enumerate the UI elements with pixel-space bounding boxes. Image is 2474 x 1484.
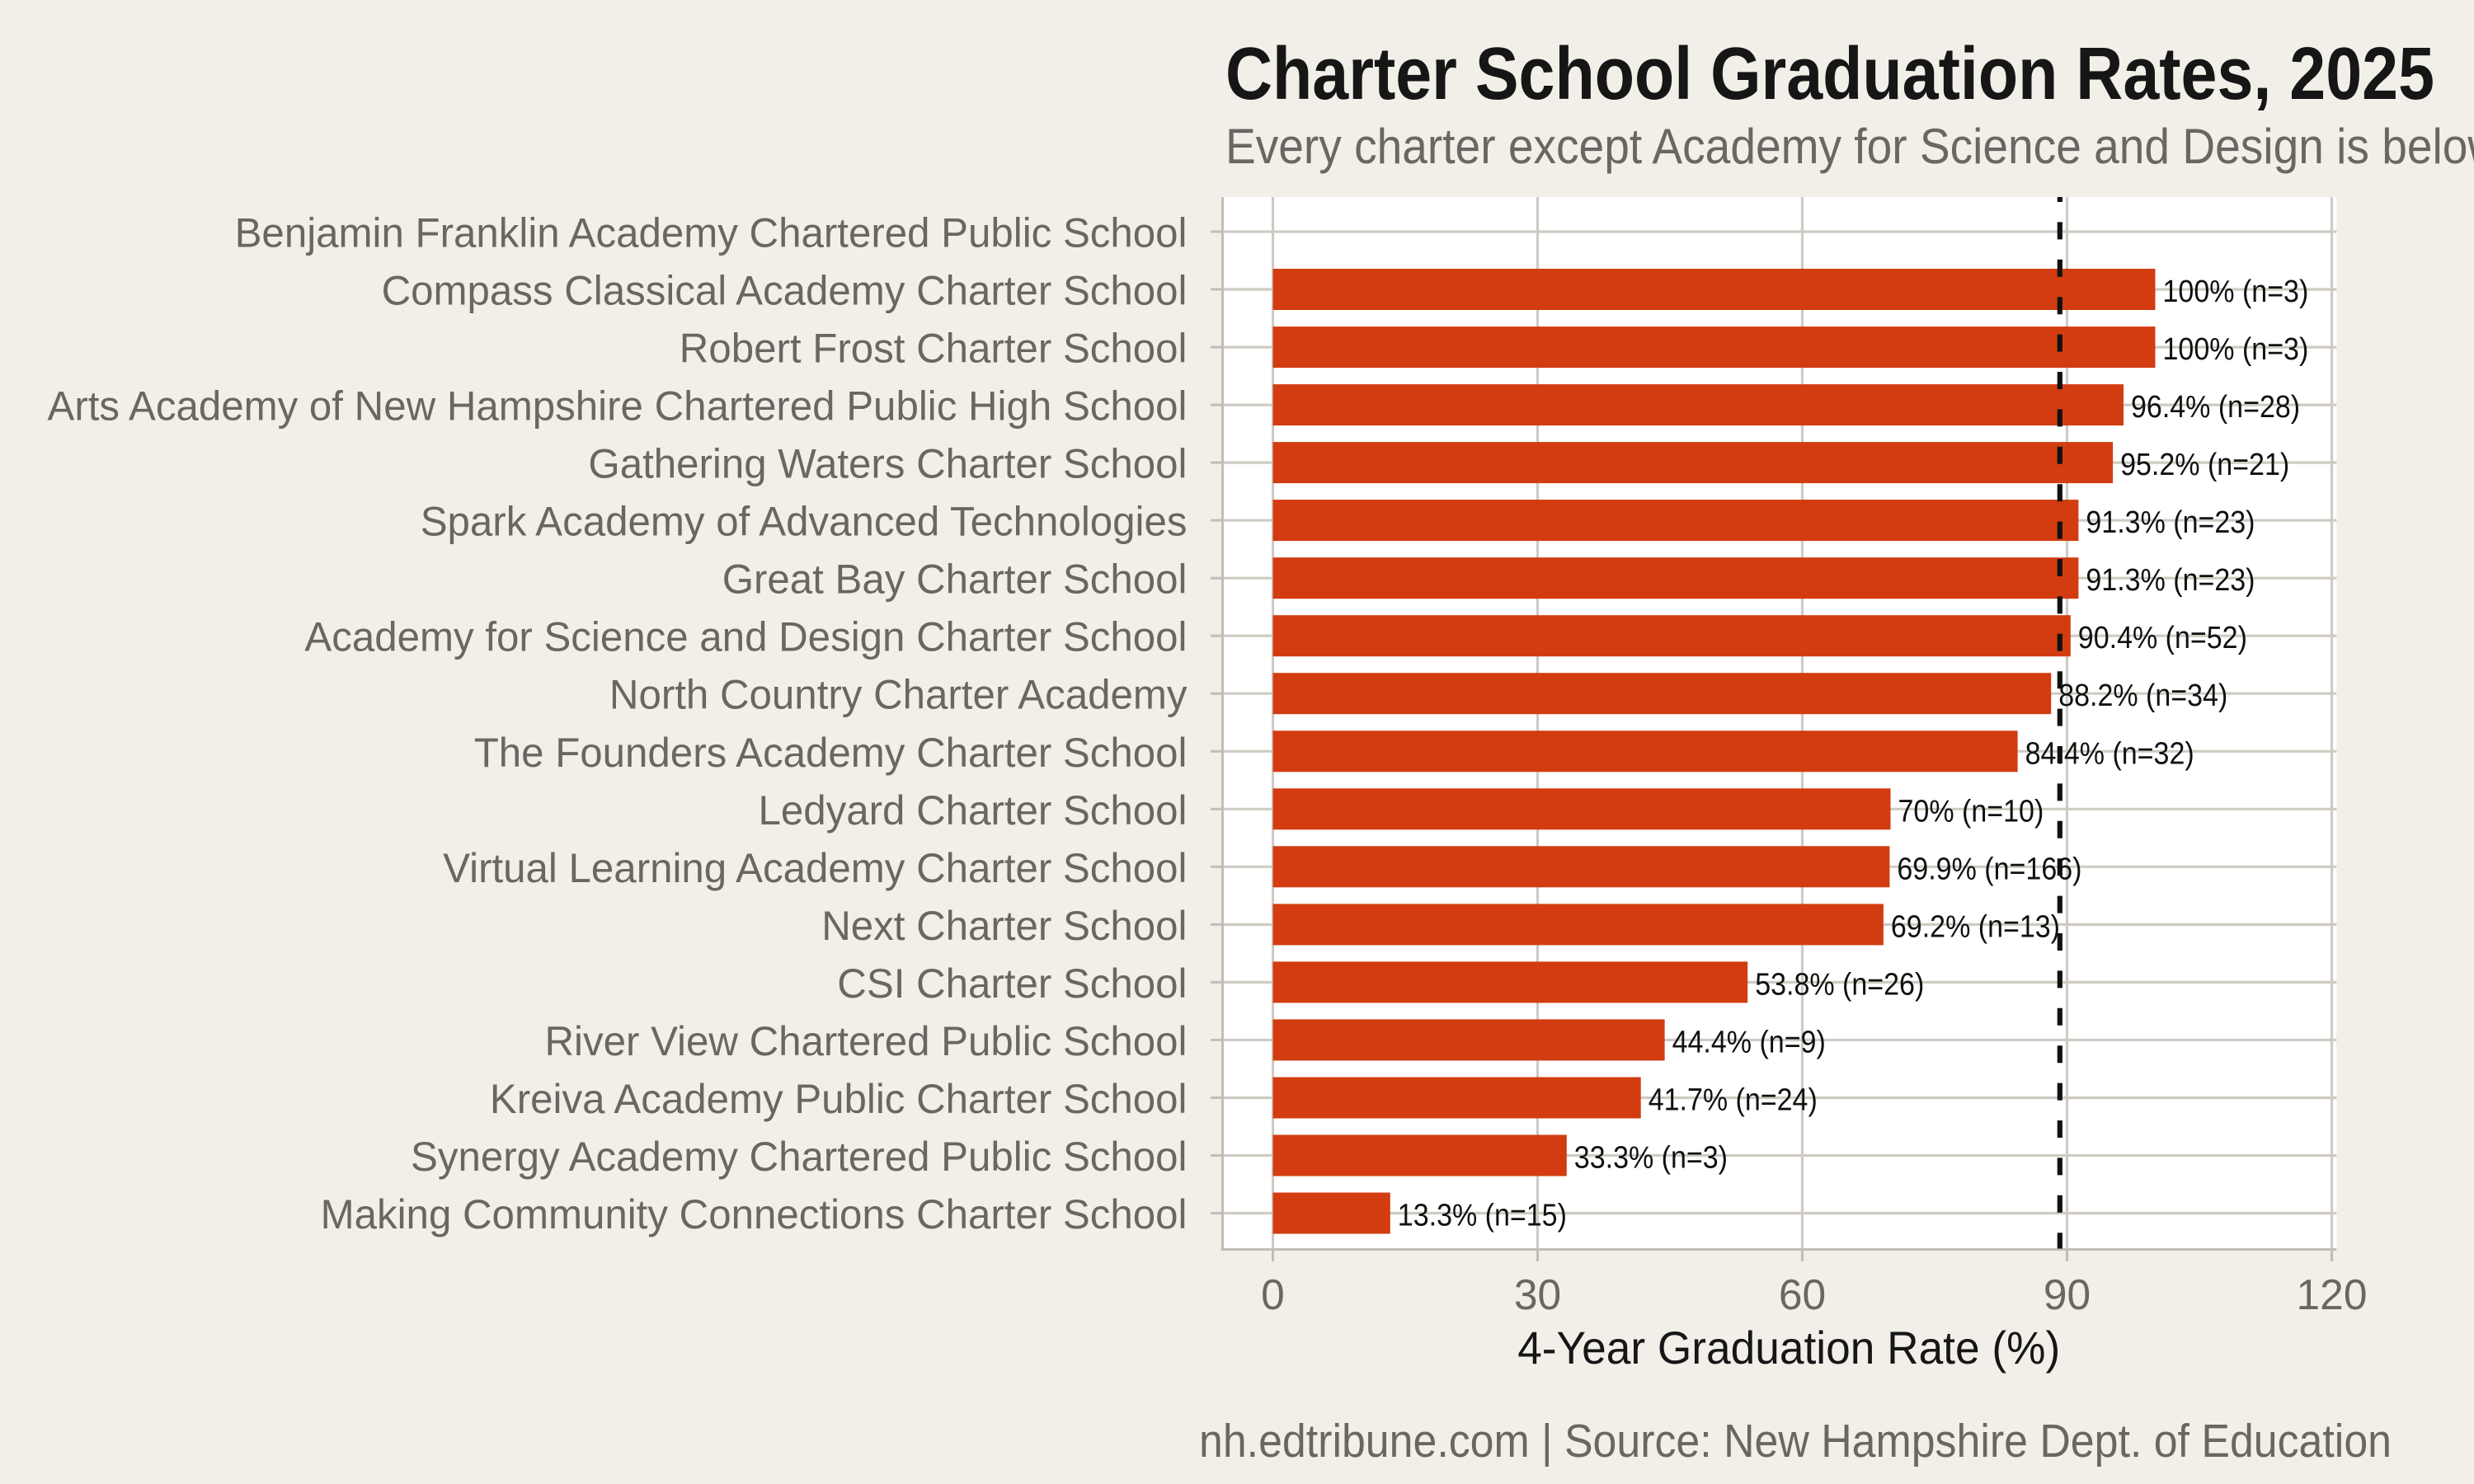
svg-text:0: 0: [1261, 1270, 1285, 1318]
svg-text:Spark Academy of Advanced Tech: Spark Academy of Advanced Technologies: [421, 498, 1188, 545]
svg-text:53.8% (n=26): 53.8% (n=26): [1755, 967, 1924, 1002]
svg-text:Benjamin Franklin Academy Char: Benjamin Franklin Academy Chartered Publ…: [235, 209, 1188, 256]
svg-text:41.7% (n=24): 41.7% (n=24): [1649, 1083, 1818, 1118]
svg-text:nh.edtribune.com | Source: New: nh.edtribune.com | Source: New Hampshire…: [1199, 1415, 2392, 1468]
svg-text:60: 60: [1779, 1270, 1826, 1318]
svg-text:Academy for Science and Design: Academy for Science and Design Charter S…: [304, 613, 1187, 660]
svg-text:88.2% (n=34): 88.2% (n=34): [2058, 679, 2227, 713]
svg-text:Arts Academy of New Hampshire: Arts Academy of New Hampshire Chartered …: [48, 383, 1188, 430]
svg-text:69.9% (n=166): 69.9% (n=166): [1897, 852, 2081, 886]
svg-text:North Country Charter Academy: North Country Charter Academy: [609, 671, 1188, 718]
svg-text:Robert Frost Charter School: Robert Frost Charter School: [680, 325, 1188, 372]
svg-text:Next Charter School: Next Charter School: [821, 902, 1187, 949]
svg-text:Every charter except Academy f: Every charter except Academy for Science…: [1225, 119, 2474, 174]
svg-text:Great Bay Charter School: Great Bay Charter School: [722, 556, 1188, 603]
svg-text:The Founders Academy Charter S: The Founders Academy Charter School: [474, 729, 1188, 776]
svg-text:91.3% (n=23): 91.3% (n=23): [2086, 505, 2255, 540]
svg-text:44.4% (n=9): 44.4% (n=9): [1672, 1025, 1826, 1059]
svg-text:69.2% (n=13): 69.2% (n=13): [1891, 909, 2060, 944]
svg-text:95.2% (n=21): 95.2% (n=21): [2120, 448, 2289, 482]
svg-text:96.4% (n=28): 96.4% (n=28): [2131, 390, 2300, 425]
svg-text:70% (n=10): 70% (n=10): [1898, 794, 2044, 829]
svg-text:4-Year Graduation Rate (%): 4-Year Graduation Rate (%): [1517, 1322, 2060, 1374]
svg-text:84.4% (n=32): 84.4% (n=32): [2025, 736, 2194, 771]
svg-text:13.3% (n=15): 13.3% (n=15): [1398, 1199, 1567, 1233]
svg-text:Ledyard Charter School: Ledyard Charter School: [759, 787, 1188, 834]
svg-text:Virtual Learning Academy Chart: Virtual Learning Academy Charter School: [443, 844, 1187, 891]
svg-text:90: 90: [2044, 1270, 2091, 1318]
svg-text:Kreiva Academy Public Charter: Kreiva Academy Public Charter School: [490, 1075, 1188, 1122]
svg-text:Charter School Graduation Rate: Charter School Graduation Rates, 2025: [1225, 33, 2434, 115]
svg-text:Gathering Waters Charter Schoo: Gathering Waters Charter School: [588, 440, 1187, 487]
svg-text:90.4% (n=52): 90.4% (n=52): [2078, 621, 2247, 655]
svg-text:120: 120: [2297, 1270, 2368, 1318]
svg-text:Compass Classical Academy Char: Compass Classical Academy Charter School: [382, 267, 1188, 314]
svg-text:100% (n=3): 100% (n=3): [2163, 275, 2309, 309]
svg-text:33.3% (n=3): 33.3% (n=3): [1574, 1141, 1728, 1176]
svg-text:100% (n=3): 100% (n=3): [2163, 332, 2309, 367]
svg-text:Synergy Academy Chartered Publ: Synergy Academy Chartered Public School: [411, 1133, 1188, 1180]
svg-text:Making Community Connections C: Making Community Connections Charter Sch…: [321, 1190, 1188, 1237]
svg-text:91.3% (n=23): 91.3% (n=23): [2086, 563, 2255, 598]
svg-text:30: 30: [1514, 1270, 1561, 1318]
svg-text:River View Chartered Public Sc: River View Chartered Public School: [545, 1017, 1188, 1064]
svg-text:CSI Charter School: CSI Charter School: [837, 960, 1187, 1007]
